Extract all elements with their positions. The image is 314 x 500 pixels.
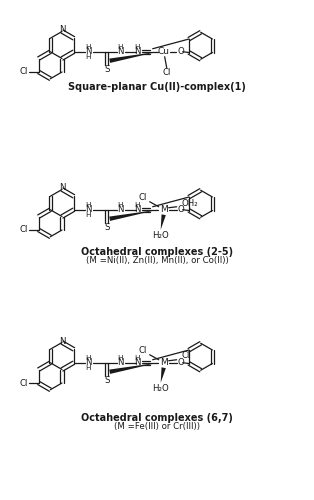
Text: H: H	[85, 212, 90, 218]
Text: M: M	[160, 205, 168, 214]
Text: Cl: Cl	[138, 346, 147, 355]
Text: N: N	[117, 48, 124, 56]
Text: O: O	[177, 48, 184, 56]
Text: H: H	[117, 355, 122, 361]
Text: H: H	[117, 44, 122, 50]
Text: OH₂: OH₂	[181, 199, 198, 208]
Text: Octahedral complexes (2-5): Octahedral complexes (2-5)	[81, 247, 233, 257]
Text: S: S	[104, 223, 110, 232]
Text: H: H	[134, 44, 139, 50]
Text: N: N	[59, 26, 65, 35]
Text: S: S	[104, 65, 110, 74]
Text: Cl: Cl	[163, 68, 171, 77]
Text: N: N	[85, 205, 92, 214]
Polygon shape	[109, 210, 158, 221]
Text: Cl: Cl	[19, 226, 28, 234]
Text: N: N	[117, 358, 124, 367]
Text: Square-planar Cu(II)-complex(1): Square-planar Cu(II)-complex(1)	[68, 82, 246, 92]
Text: N: N	[117, 205, 124, 214]
Text: O: O	[177, 205, 184, 214]
Text: H: H	[134, 355, 139, 361]
Text: Cl: Cl	[181, 351, 190, 360]
Text: Octahedral complexes (6,7): Octahedral complexes (6,7)	[81, 413, 233, 423]
Polygon shape	[161, 368, 166, 383]
Text: N: N	[85, 48, 92, 56]
Polygon shape	[161, 214, 166, 230]
Text: H: H	[85, 44, 90, 50]
Text: H: H	[85, 365, 90, 371]
Text: H₂O: H₂O	[152, 384, 169, 393]
Text: H: H	[85, 54, 90, 60]
Polygon shape	[109, 52, 158, 63]
Text: Cl: Cl	[19, 68, 28, 76]
Text: H: H	[134, 202, 139, 208]
Text: Cl: Cl	[19, 378, 28, 388]
Text: N: N	[134, 48, 141, 56]
Text: (M =Fe(III) or Cr(III)): (M =Fe(III) or Cr(III))	[114, 422, 200, 432]
Text: N: N	[59, 184, 65, 192]
Text: M: M	[160, 358, 168, 367]
Text: Cu: Cu	[158, 48, 170, 56]
Text: N: N	[59, 336, 65, 345]
Text: N: N	[134, 358, 141, 367]
Text: S: S	[104, 376, 110, 385]
Text: H: H	[117, 202, 122, 208]
Text: N: N	[85, 358, 92, 367]
Polygon shape	[109, 363, 158, 374]
Text: H: H	[85, 202, 90, 208]
Text: N: N	[134, 205, 141, 214]
Text: Cl: Cl	[138, 193, 147, 202]
Text: H₂O: H₂O	[152, 231, 169, 240]
Text: O: O	[177, 358, 184, 367]
Text: H: H	[85, 355, 90, 361]
Text: (M =Ni(II), Zn(II), Mn(II), or Co(II)): (M =Ni(II), Zn(II), Mn(II), or Co(II))	[86, 256, 228, 266]
